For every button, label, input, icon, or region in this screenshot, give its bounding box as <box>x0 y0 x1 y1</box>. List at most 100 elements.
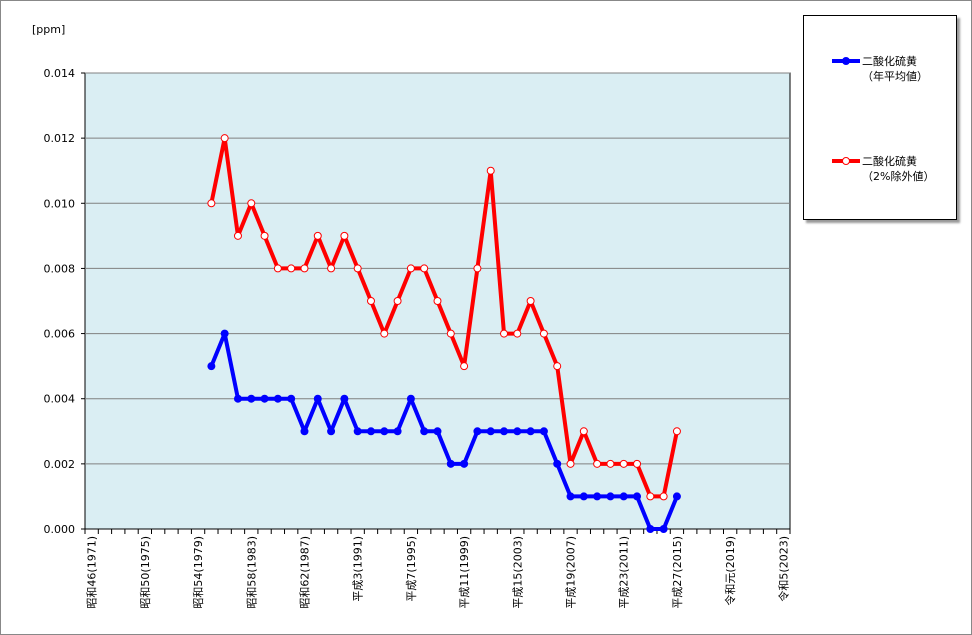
data-point <box>539 329 548 338</box>
y-tick-label: 0.004 <box>44 393 76 406</box>
data-point <box>207 362 216 371</box>
data-point <box>446 459 455 468</box>
data-point <box>433 427 442 436</box>
x-tick-label: 平成3(1991) <box>352 536 365 602</box>
x-tick-label: 昭和58(1983) <box>245 536 258 609</box>
data-point <box>566 492 575 501</box>
data-point <box>526 427 535 436</box>
data-point <box>247 394 256 403</box>
data-point <box>579 427 588 436</box>
data-point <box>606 459 615 468</box>
data-point <box>566 459 575 468</box>
data-point <box>579 492 588 501</box>
x-tick-label: 昭和46(1971) <box>86 536 99 609</box>
data-point <box>366 427 375 436</box>
data-point <box>659 492 668 501</box>
data-point <box>207 199 216 208</box>
data-point <box>619 492 628 501</box>
data-point <box>220 134 229 143</box>
legend-marker <box>842 57 850 65</box>
data-point <box>287 264 296 273</box>
data-point <box>327 264 336 273</box>
data-point <box>406 394 415 403</box>
data-point <box>500 427 509 436</box>
data-point <box>393 297 402 305</box>
x-tick-label: 令和元(2019) <box>723 536 737 606</box>
data-point <box>420 264 429 273</box>
data-point <box>486 166 495 175</box>
x-tick-label: 平成11(1999) <box>458 536 471 609</box>
data-point <box>420 427 429 436</box>
x-tick-label: 平成23(2011) <box>618 536 631 609</box>
data-point <box>513 329 522 338</box>
data-point <box>406 264 415 273</box>
x-tick-label: 昭和54(1979) <box>192 536 205 609</box>
data-point <box>473 264 482 273</box>
data-point <box>340 231 349 240</box>
y-tick-label: 0.012 <box>44 132 76 145</box>
data-point <box>380 427 389 436</box>
data-point <box>500 329 509 338</box>
data-point <box>313 231 322 240</box>
data-point <box>460 459 469 468</box>
data-point <box>553 362 562 371</box>
data-point <box>273 264 282 273</box>
data-point <box>260 394 269 403</box>
data-point <box>233 394 242 403</box>
data-point <box>247 199 256 208</box>
x-tick-label: 平成15(2003) <box>511 536 524 609</box>
data-point <box>260 231 269 240</box>
data-point <box>300 264 309 273</box>
data-point <box>672 492 681 501</box>
data-point <box>473 427 482 436</box>
data-point <box>353 264 362 273</box>
y-tick-label: 0.002 <box>44 458 76 471</box>
x-tick-label: 平成7(1995) <box>405 536 418 602</box>
data-point <box>300 427 309 436</box>
data-point <box>526 297 535 305</box>
y-tick-label: 0.008 <box>44 262 76 275</box>
legend-marker <box>842 157 850 165</box>
x-tick-label: 昭和50(1975) <box>139 536 152 609</box>
legend-line-blue <box>832 57 860 65</box>
data-point <box>380 329 389 338</box>
legend-label: 二酸化硫黄 （2%除外値） <box>862 154 934 184</box>
y-tick-label: 0.000 <box>44 523 76 536</box>
data-point <box>393 427 402 436</box>
data-point <box>486 427 495 436</box>
data-point <box>659 525 668 533</box>
y-tick-label: 0.006 <box>44 328 76 341</box>
x-tick-label: 平成27(2015) <box>671 536 684 609</box>
data-point <box>433 297 442 305</box>
data-point <box>633 459 642 468</box>
legend-label-line1: 二酸化硫黄 <box>862 155 917 168</box>
y-tick-label: 0.014 <box>44 67 76 80</box>
data-point <box>287 394 296 403</box>
data-point <box>672 427 681 436</box>
legend-label-line2: （2%除外値） <box>862 170 935 183</box>
data-point <box>220 329 229 338</box>
x-tick-label: 昭和62(1987) <box>298 536 311 609</box>
data-point <box>327 427 336 436</box>
data-point <box>619 459 628 468</box>
data-point <box>313 394 322 403</box>
data-point <box>593 492 602 501</box>
data-point <box>606 492 615 501</box>
legend-label: 二酸化硫黄 （年平均値） <box>862 54 928 84</box>
data-point <box>340 394 349 403</box>
data-point <box>446 329 455 338</box>
data-point <box>366 297 375 305</box>
x-tick-label: 令和5(2023) <box>776 536 790 602</box>
data-point <box>273 394 282 403</box>
y-tick-label: 0.010 <box>44 197 76 210</box>
data-point <box>633 492 642 501</box>
legend-label-line2: （年平均値） <box>862 70 928 83</box>
data-point <box>539 427 548 436</box>
data-point <box>353 427 362 436</box>
x-tick-label: 平成19(2007) <box>565 536 578 609</box>
legend-label-line1: 二酸化硫黄 <box>862 55 917 68</box>
data-point <box>513 427 522 436</box>
data-point <box>593 459 602 468</box>
data-point <box>553 459 562 468</box>
